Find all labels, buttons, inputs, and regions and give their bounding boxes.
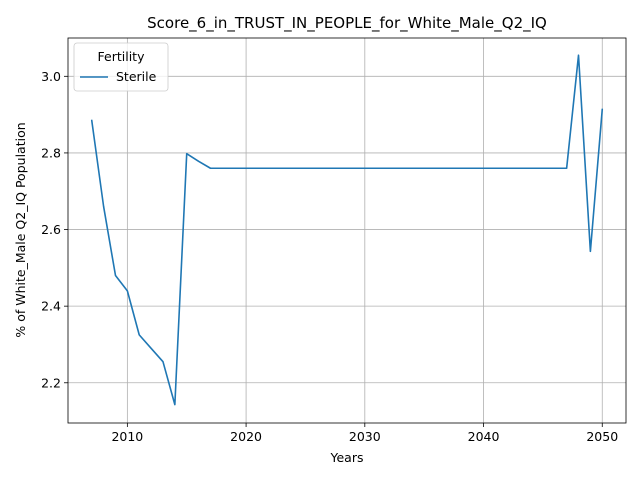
x-tick-label: 2040: [468, 429, 500, 444]
y-tick-label: 2.8: [41, 145, 61, 160]
x-tick-label: 2030: [349, 429, 381, 444]
legend-title: Fertility: [98, 49, 146, 64]
y-axis-label: % of White_Male Q2_IQ Population: [13, 122, 28, 337]
series-line-sterile: [90, 54, 604, 406]
x-axis: 2010 2020 2030 2040 2050: [111, 423, 618, 444]
plot-frame: [67, 37, 627, 424]
y-axis: 2.2 2.4 2.6 2.8 3.0: [41, 69, 68, 390]
y-tick-label: 2.2: [41, 375, 61, 390]
x-tick-label: 2020: [230, 429, 262, 444]
grid: [68, 38, 626, 423]
series-layer: [90, 54, 604, 406]
chart-title: Score_6_in_TRUST_IN_PEOPLE_for_White_Mal…: [147, 14, 547, 33]
y-tick-label: 2.4: [41, 299, 61, 314]
x-axis-label: Years: [330, 450, 364, 465]
legend-label-sterile: Sterile: [116, 69, 157, 84]
y-tick-label: 2.6: [41, 222, 61, 237]
legend-box: [73, 42, 169, 92]
legend: Fertility Sterile: [73, 42, 169, 92]
y-tick-label: 3.0: [41, 69, 61, 84]
x-tick-label: 2010: [111, 429, 143, 444]
x-tick-label: 2050: [586, 429, 618, 444]
